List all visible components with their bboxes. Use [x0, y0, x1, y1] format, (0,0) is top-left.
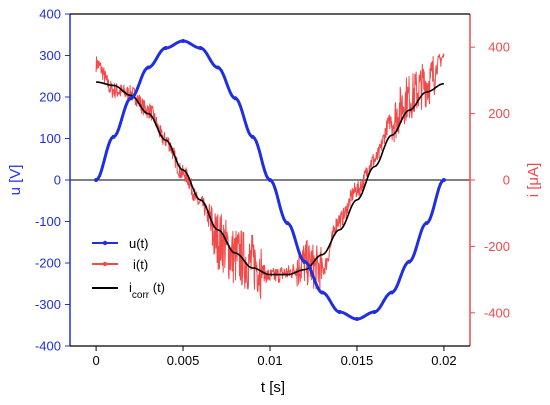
y-left-tick-label: -300 [35, 297, 61, 312]
y-left-tick-label: 400 [39, 7, 61, 22]
y-axis-right-title-text: i [μA] [525, 163, 542, 197]
y-left-tick-label: 200 [39, 90, 61, 105]
series-u-point [163, 46, 168, 51]
legend-icorr-base: i [129, 280, 132, 295]
legend-marker-i [102, 261, 108, 267]
y-left-tick-label: -400 [35, 339, 61, 354]
series-u-point [94, 178, 99, 182]
y-left-tick-label: 0 [54, 173, 61, 188]
plot-layer [70, 38, 470, 322]
legend-label-u: u(t) [129, 236, 149, 251]
y-left-tick-label: -100 [35, 214, 61, 229]
series-u-point [215, 65, 220, 70]
y-right-tick-label: 200 [488, 106, 510, 121]
y-right-tick-label: -400 [484, 305, 510, 320]
series-u-point [441, 178, 446, 182]
x-tick-label: 0.015 [341, 353, 374, 368]
series-u-point [302, 259, 307, 264]
series-icorr-line [96, 81, 444, 276]
y-right-tick-label: -200 [484, 239, 510, 254]
y-right-tick-label: 400 [488, 40, 510, 55]
series-u-point [128, 96, 133, 101]
series-u-point [233, 96, 238, 101]
axes-layer: 0 0.005 0.01 0.015 0.02 -400 -300 -200 -100 0 100 2… [35, 7, 510, 369]
y-axis-right-title: i [μA] [525, 163, 542, 197]
series-u-point [268, 178, 272, 182]
legend-label-i: i(t) [133, 257, 148, 272]
series-u-point [181, 38, 186, 43]
x-tick-label: 0 [92, 353, 99, 368]
x-axis-title: t [s] [261, 379, 285, 396]
x-tick-label: 0.005 [167, 353, 200, 368]
y-left-tick-label: -200 [35, 256, 61, 271]
y-left-tick-label: 300 [39, 48, 61, 63]
y-axis-left-title: u [V] [7, 165, 24, 196]
series-i-line [95, 53, 445, 300]
legend-label-icorr: icorr (t) [129, 280, 165, 301]
series-u-point [250, 134, 255, 139]
x-tick-label: 0.02 [431, 353, 456, 368]
series-u-point [407, 259, 412, 264]
series-u-point [111, 134, 116, 139]
series-u-point [354, 317, 359, 322]
series-u-point [146, 65, 151, 70]
x-tick-label: 0.01 [257, 353, 282, 368]
legend-marker-u [102, 240, 108, 246]
series-u-point [337, 309, 342, 314]
series-u-point [320, 290, 325, 295]
series-u-point [285, 221, 290, 226]
series-u-point [198, 46, 203, 51]
legend: u(t) i(t) icorr (t) [92, 236, 165, 301]
series-u-point [372, 309, 377, 314]
y-right-tick-label: 0 [503, 173, 510, 188]
series-u-point [424, 221, 429, 226]
series-u-point [389, 290, 394, 295]
legend-icorr-rest: (t) [149, 280, 165, 295]
y-left-tick-label: 100 [39, 131, 61, 146]
legend-icorr-sub: corr [132, 290, 150, 301]
